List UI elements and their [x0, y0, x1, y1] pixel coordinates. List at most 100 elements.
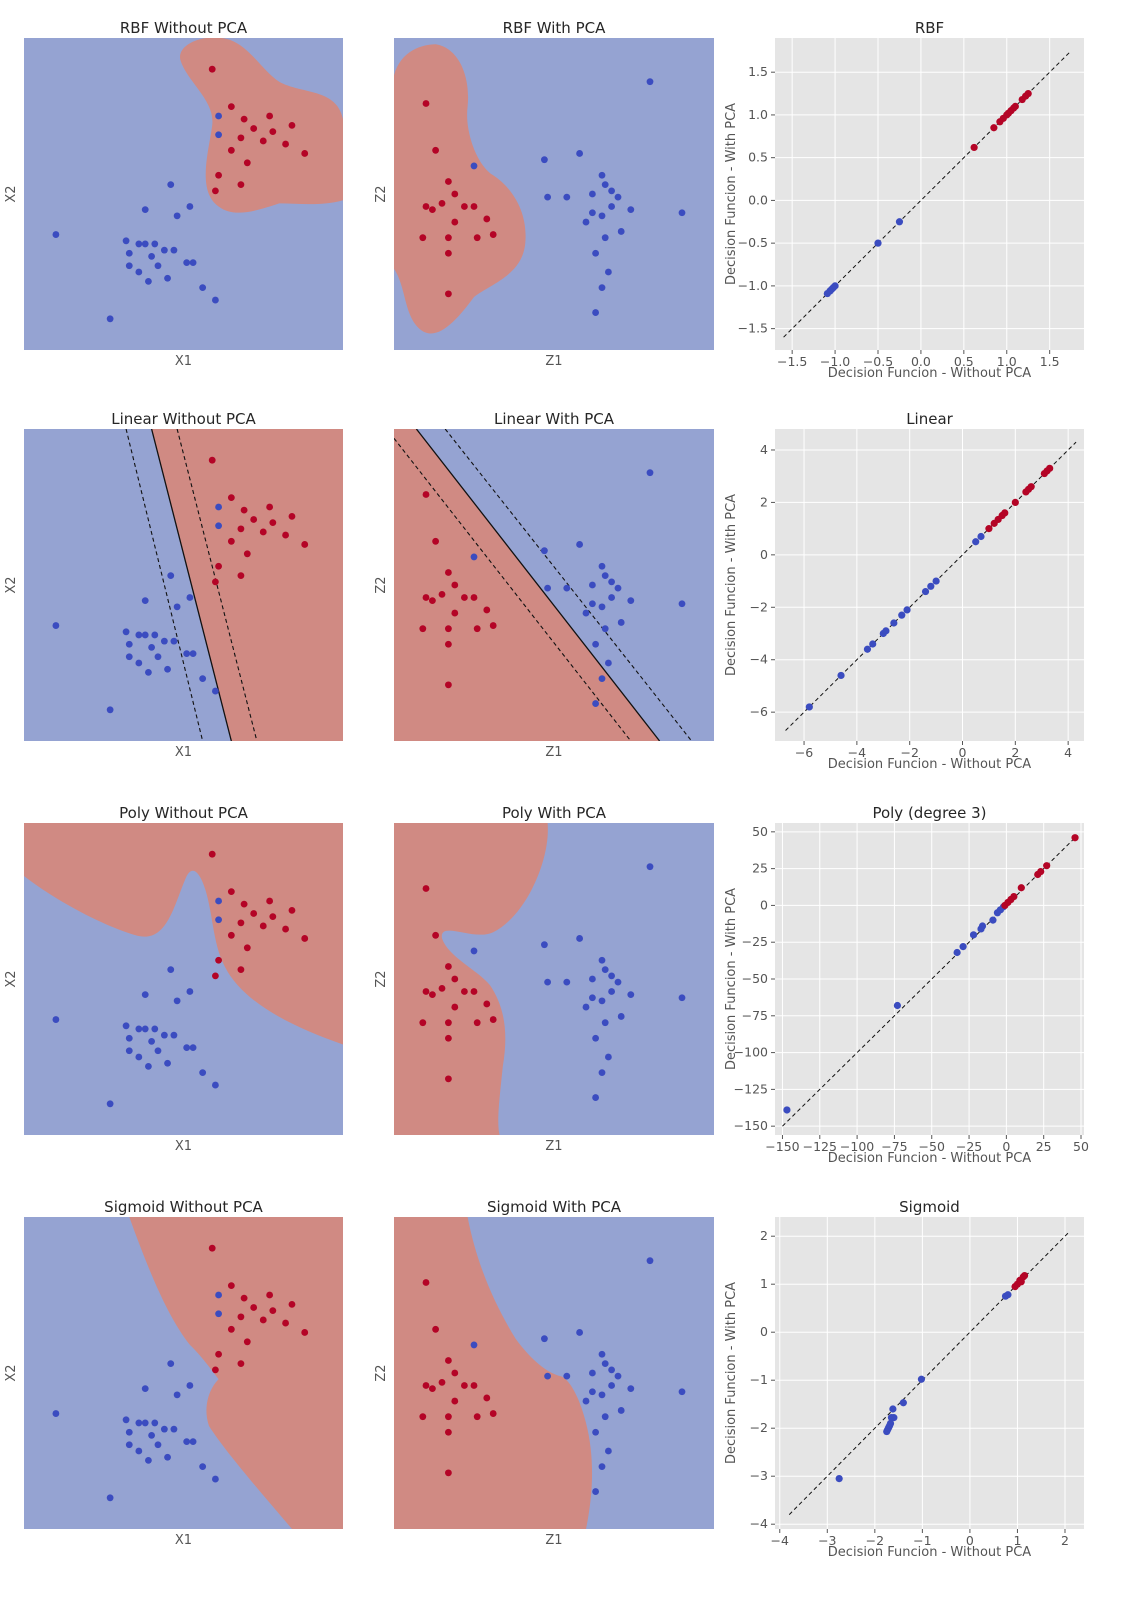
- point-class-negative: [608, 972, 615, 980]
- point-class-negative: [589, 1388, 596, 1396]
- point-class-positive: [445, 290, 452, 298]
- x-axis-label: Decision Funcion - Without PCA: [828, 366, 1031, 381]
- point-class-positive: [451, 609, 459, 617]
- point-class-negative: [151, 1419, 159, 1427]
- point-class-negative: [598, 1463, 606, 1470]
- point-class-negative: [170, 246, 178, 254]
- point-class-positive: [445, 1469, 452, 1477]
- point-class-negative: [52, 1410, 60, 1417]
- point-class-negative: [125, 1441, 133, 1449]
- y-axis-label: Z2: [374, 1364, 389, 1381]
- point-class-positive: [237, 1360, 245, 1368]
- x-tick-label: −3: [818, 1533, 836, 1548]
- point-class-negative: [890, 619, 898, 627]
- point-class-negative: [592, 640, 599, 648]
- point-class-negative: [148, 644, 156, 651]
- point-class-negative: [170, 1031, 178, 1039]
- point-class-negative: [627, 991, 635, 998]
- point-class-negative: [141, 631, 149, 639]
- x-tick-label: −2: [900, 745, 918, 760]
- point-class-negative: [601, 1413, 609, 1421]
- point-class-positive: [432, 537, 439, 545]
- point-class-positive: [1024, 89, 1032, 98]
- point-class-negative: [186, 1382, 194, 1389]
- point-class-negative: [598, 284, 606, 291]
- point-class-negative: [167, 572, 175, 580]
- point-class-negative: [470, 1341, 478, 1349]
- point-class-negative: [186, 988, 194, 995]
- x-tick-label: −1.5: [777, 354, 807, 369]
- panel-rbf-comparison: −1.5 −1.0 −0.5 0.0 0.5 1.0 1.5 −1.5 −1.0 −0.5 0.0 0…: [724, 19, 1084, 381]
- panel-title: Sigmoid: [899, 1198, 960, 1216]
- point-class-positive: [451, 975, 459, 983]
- point-class-negative: [122, 1022, 130, 1030]
- point-class-negative: [598, 562, 606, 570]
- y-tick-label: −1.0: [738, 278, 768, 293]
- point-class-positive: [237, 919, 245, 927]
- point-class-positive: [1010, 892, 1018, 901]
- point-class-negative: [601, 1360, 609, 1368]
- y-tick-label: 2: [760, 494, 768, 509]
- point-class-negative: [589, 975, 596, 983]
- x-tick-label: 4: [1064, 745, 1072, 760]
- x-axis-label: Decision Funcion - Without PCA: [828, 1545, 1031, 1560]
- point-class-positive: [470, 988, 478, 995]
- point-class-positive: [473, 234, 481, 242]
- y-axis-label: Z2: [374, 970, 389, 987]
- panel-sigmoid-comparison: −4 −3 −2 −1 0 1 2 −4 −3 −2 −1 0 1 2 Sigmoid Decision Fu…: [724, 1198, 1084, 1560]
- x-tick-label: 1.5: [1040, 354, 1060, 369]
- y-axis-label: Decision Funcion - With PCA: [724, 888, 739, 1070]
- point-class-positive: [438, 199, 446, 207]
- panel-poly-with-pca: Poly With PCA Z1 Z2: [374, 804, 714, 1154]
- point-class-negative: [608, 203, 615, 210]
- point-class-positive: [282, 531, 289, 539]
- point-class-negative: [592, 1094, 599, 1101]
- point-class-negative: [189, 1044, 197, 1052]
- point-class-negative: [617, 1407, 625, 1414]
- point-class-negative: [160, 1031, 168, 1039]
- point-class-positive: [266, 503, 274, 511]
- point-class-negative: [582, 218, 590, 226]
- x-tick-label: −125: [803, 1139, 837, 1154]
- point-class-negative: [52, 1016, 60, 1023]
- point-class-negative: [154, 653, 162, 661]
- y-tick-label: −3: [750, 1468, 768, 1483]
- point-class-negative: [893, 1001, 902, 1010]
- point-class-negative: [601, 625, 609, 633]
- point-class-negative: [164, 1059, 171, 1067]
- point-class-negative: [544, 584, 551, 592]
- point-class-negative: [470, 162, 478, 170]
- point-class-negative: [582, 1397, 590, 1405]
- y-tick-label: 50: [752, 824, 768, 839]
- point-class-positive: [451, 1369, 459, 1377]
- point-class-negative: [145, 277, 152, 285]
- point-class-negative: [874, 239, 882, 247]
- point-class-positive: [282, 925, 289, 933]
- point-class-negative: [212, 1475, 219, 1483]
- point-class-positive: [483, 1000, 491, 1008]
- point-class-negative: [470, 553, 478, 561]
- point-class-negative: [106, 1494, 114, 1502]
- point-class-negative: [541, 1335, 548, 1343]
- x-tick-label: −1: [913, 1533, 931, 1548]
- point-class-positive: [445, 249, 452, 257]
- point-class-negative: [183, 1044, 191, 1052]
- y-tick-label: 1: [760, 1276, 768, 1291]
- panel-rbf-without-pca: RBF Without PCA X1 X2: [4, 19, 343, 369]
- point-class-positive: [1037, 867, 1045, 876]
- point-class-negative: [183, 259, 191, 267]
- point-class-positive: [250, 516, 258, 523]
- point-class-negative: [186, 203, 194, 210]
- point-class-negative: [148, 253, 156, 260]
- point-class-positive: [489, 1016, 497, 1023]
- point-class-negative: [589, 190, 596, 198]
- plot-area: [775, 38, 1084, 350]
- point-class-positive: [489, 1410, 497, 1417]
- x-axis-label: X1: [175, 1139, 192, 1154]
- point-class-positive: [419, 625, 427, 633]
- panel-title: Linear Without PCA: [111, 410, 256, 428]
- point-class-negative: [199, 1069, 207, 1076]
- y-tick-label: −0.5: [738, 235, 768, 250]
- point-class-negative: [969, 931, 978, 939]
- point-class-negative: [106, 706, 114, 714]
